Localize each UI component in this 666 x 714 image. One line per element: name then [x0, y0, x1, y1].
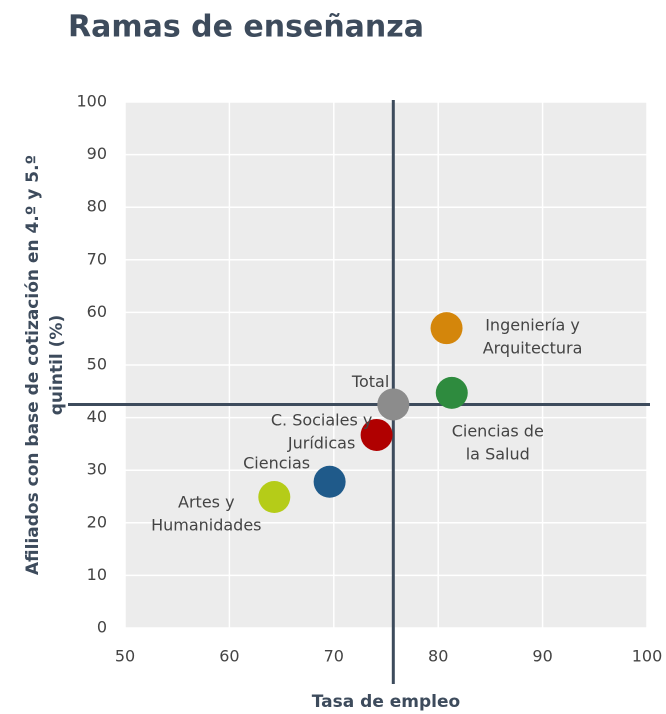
point	[258, 481, 291, 514]
x-tick-label: 60	[219, 647, 239, 666]
y-tick-label: 90	[87, 144, 107, 163]
x-tick-label: 80	[428, 647, 448, 666]
x-tick-label: 50	[115, 647, 135, 666]
point-label: Humanidades	[151, 516, 261, 535]
y-tick-label: 70	[87, 249, 107, 268]
y-tick-label: 10	[87, 565, 107, 584]
chart-title: Ramas de enseñanza	[68, 10, 424, 45]
point	[313, 465, 346, 498]
x-axis-title: Tasa de empleo	[312, 692, 460, 712]
point-label: la Salud	[466, 444, 530, 463]
y-tick-label: 100	[76, 92, 107, 111]
y-tick-label: 80	[87, 197, 107, 216]
point	[430, 312, 463, 345]
y-axis-title-line: Afiliados con base de cotización en 4.º …	[23, 155, 43, 575]
point-label: Total	[351, 372, 389, 391]
y-axis-title-line: quintil (%)	[47, 315, 67, 415]
point	[435, 376, 468, 409]
point-label: Jurídicas	[287, 433, 355, 452]
point-label: Ingeniería y	[485, 316, 580, 335]
point-label: Ciencias	[243, 453, 310, 472]
point	[360, 418, 393, 451]
y-tick-label: 50	[87, 355, 107, 374]
point-label: Ciencias de	[452, 421, 544, 440]
y-tick-label: 20	[87, 512, 107, 531]
x-tick-label: 70	[324, 647, 344, 666]
y-tick-label: 0	[97, 618, 107, 637]
point	[377, 388, 410, 421]
y-tick-label: 60	[87, 302, 107, 321]
x-tick-label: 90	[532, 647, 552, 666]
y-tick-label: 30	[87, 460, 107, 479]
point-label: Artes y	[178, 493, 235, 512]
y-axis-title: Afiliados con base de cotización en 4.º …	[23, 155, 67, 575]
point-label: Arquitectura	[483, 339, 583, 358]
y-tick-label: 40	[87, 407, 107, 426]
x-tick-label: 100	[632, 647, 663, 666]
point-label: C. Sociales y	[271, 410, 373, 429]
